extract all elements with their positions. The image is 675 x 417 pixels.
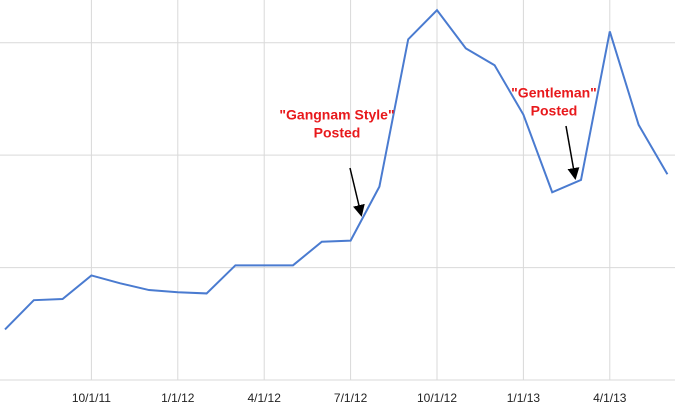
annotation: Posted bbox=[314, 125, 361, 141]
annotation-arrow bbox=[565, 125, 580, 180]
x-tick-label: 4/1/12 bbox=[248, 391, 282, 405]
x-tick-label: 10/1/11 bbox=[72, 391, 111, 405]
x-tick-label: 10/1/12 bbox=[417, 391, 457, 405]
annotation: "Gangnam Style" bbox=[279, 107, 394, 123]
line-series bbox=[4, 8, 669, 331]
x-tick-label: 4/1/13 bbox=[593, 391, 627, 405]
annotation-arrow bbox=[349, 167, 365, 217]
annotation: "Gentleman" bbox=[511, 85, 597, 101]
x-tick-label: 7/1/12 bbox=[334, 391, 368, 405]
x-tick-label: 1/1/12 bbox=[161, 391, 195, 405]
annotation: Posted bbox=[531, 103, 578, 119]
x-tick-label: 1/1/13 bbox=[507, 391, 541, 405]
